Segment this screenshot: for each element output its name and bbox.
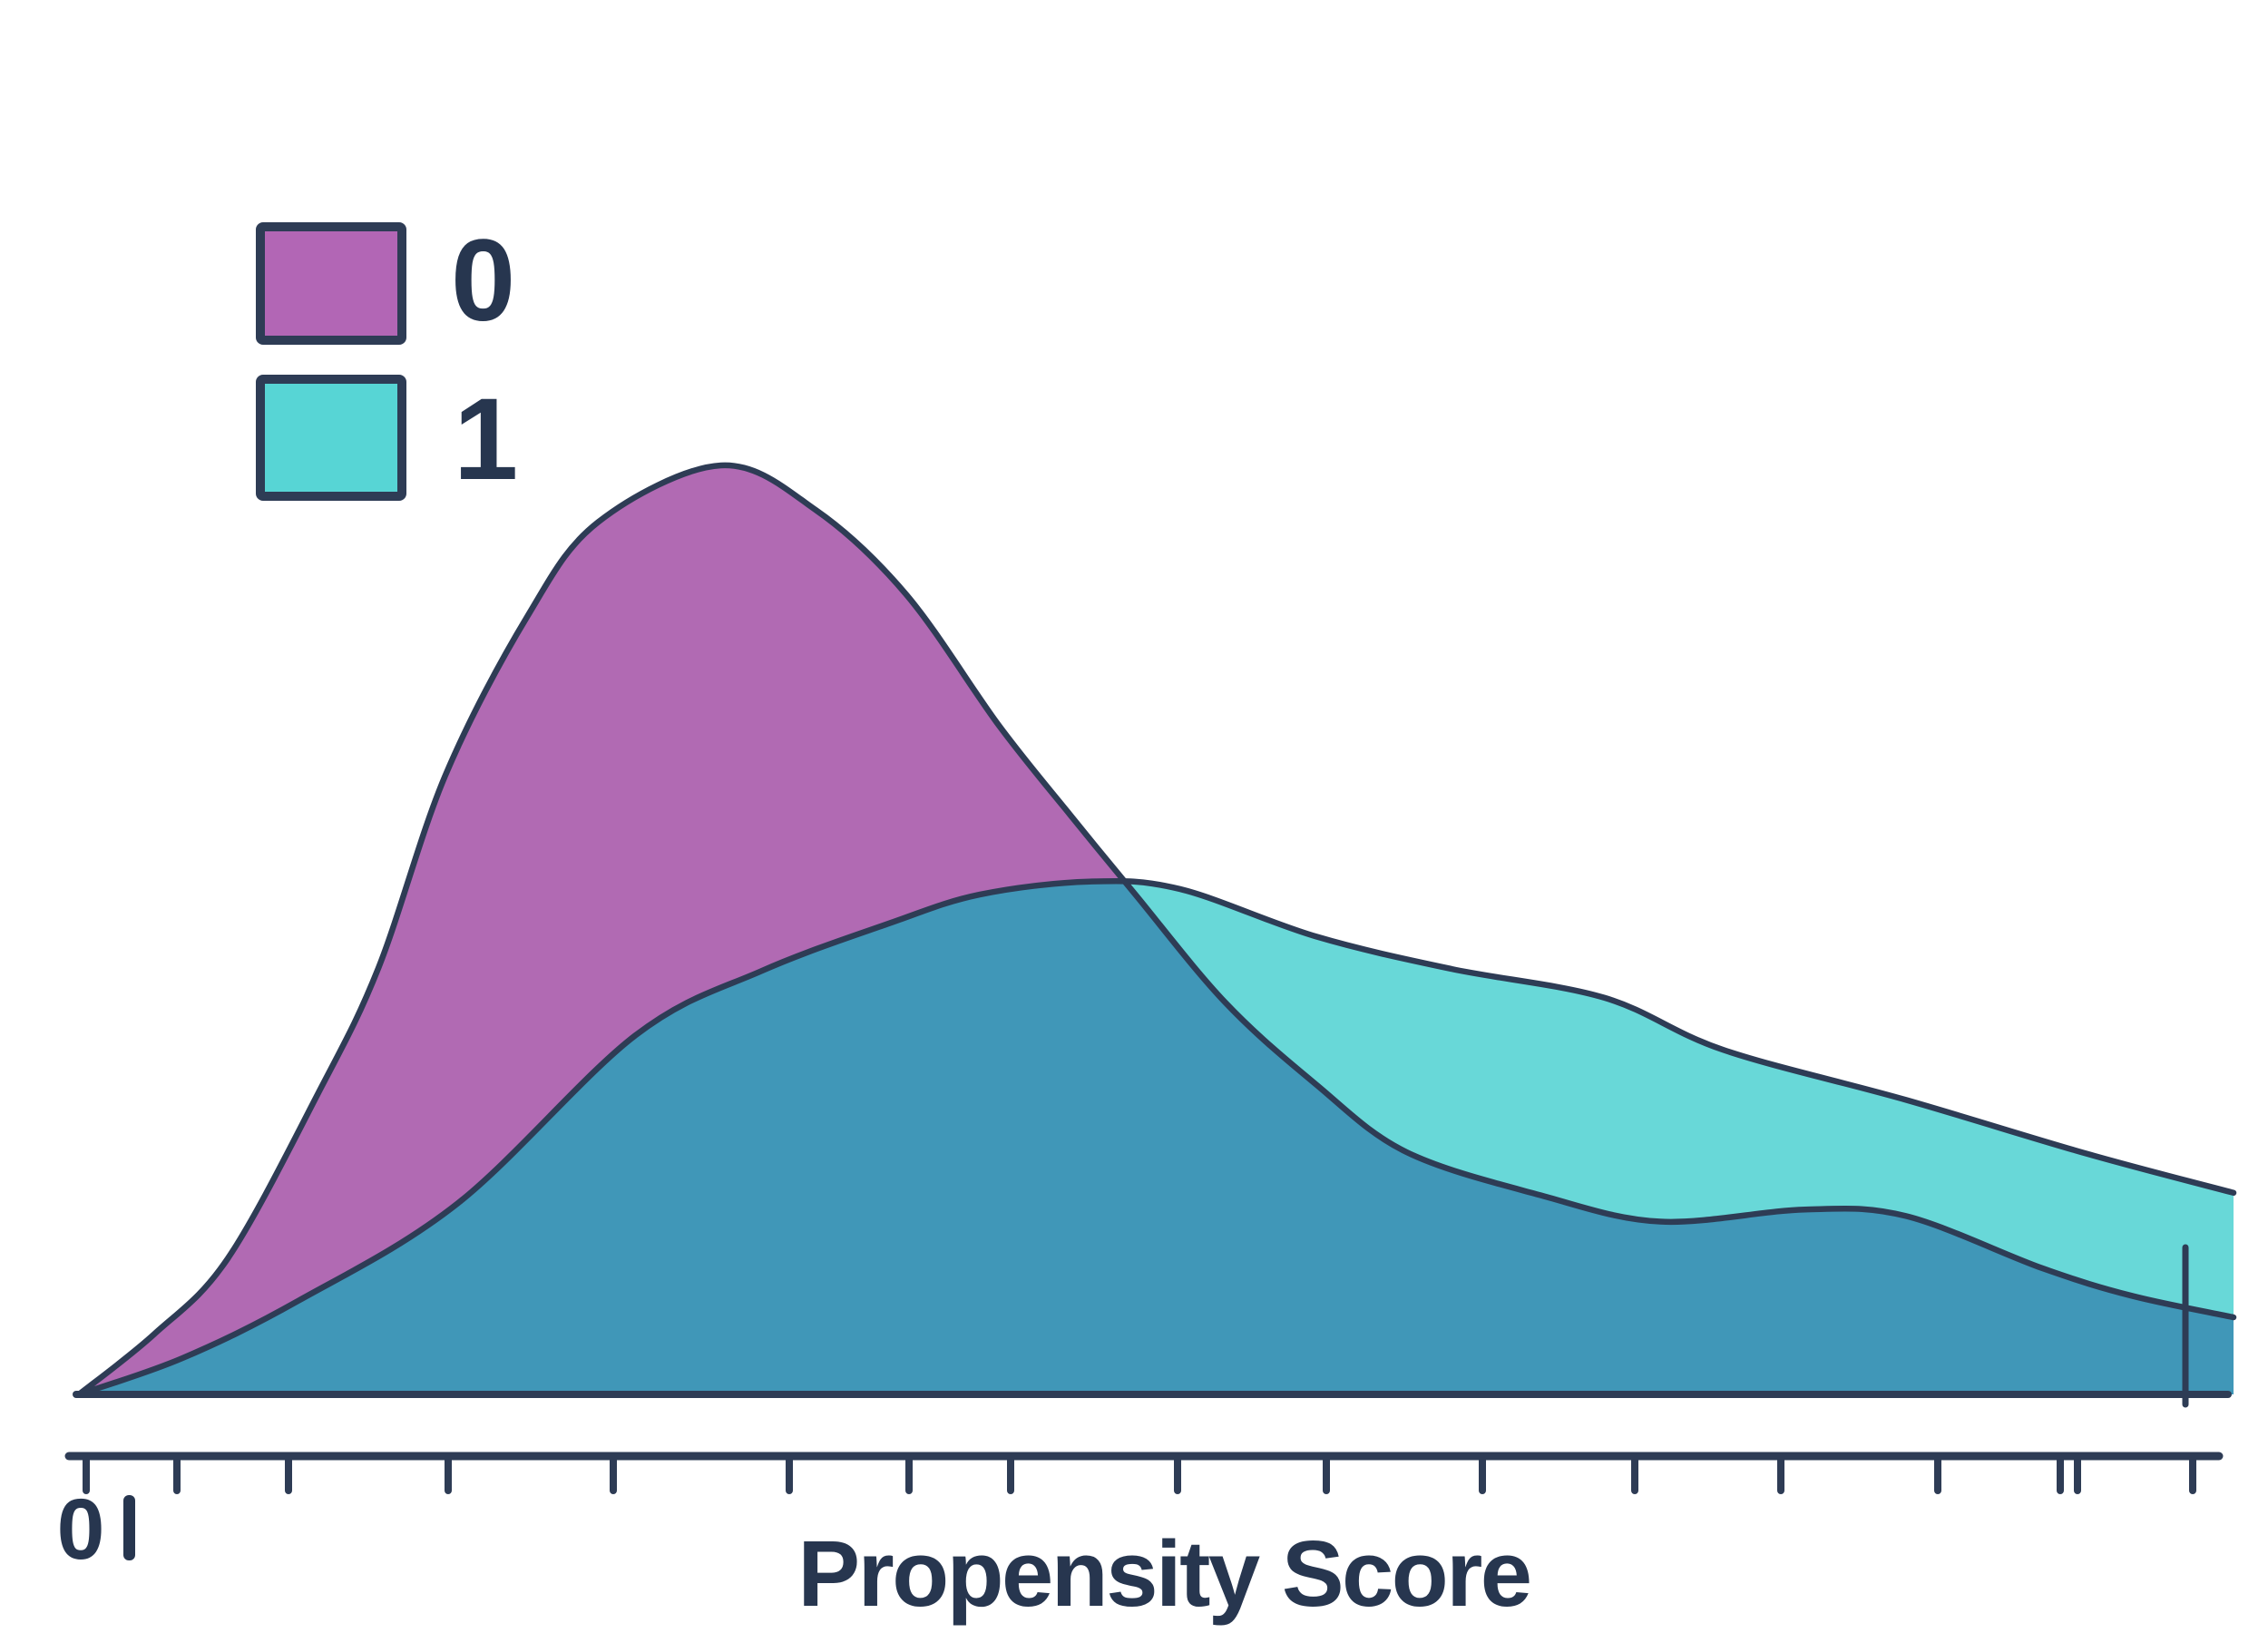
legend: 0 1 [256,216,518,504]
x-axis: 0 Propensity Score [57,1452,2224,1626]
plot-area [73,462,2237,1408]
x-axis-ticks [83,1454,2196,1494]
x-axis-title: Propensity Score [797,1521,1530,1626]
kde-curve-group-1 [75,877,2237,1398]
kde-curve-group-0 [75,462,2237,1398]
legend-label-group-1: 1 [454,375,518,504]
legend-swatch-group-0 [256,222,406,345]
legend-label-group-0: 0 [451,216,515,346]
kde-overlap-area [79,881,2234,1394]
legend-swatch-group-1 [256,375,406,501]
origin-bar-mark [123,1495,135,1560]
x-tick-label-zero: 0 [57,1481,105,1578]
